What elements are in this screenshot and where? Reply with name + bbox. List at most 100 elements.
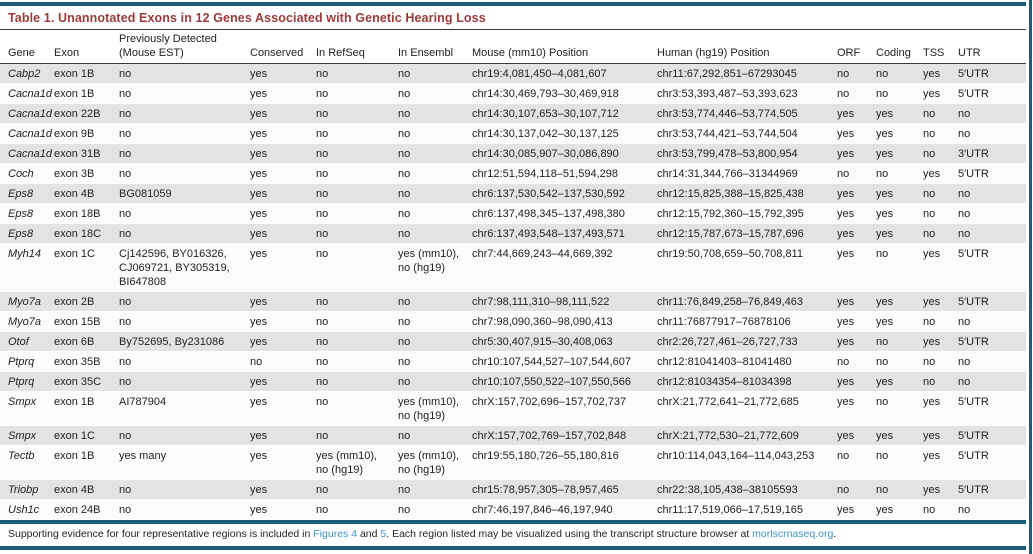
cell-exon: exon 6B (54, 332, 119, 352)
cell-ensembl: yes (mm10), no (hg19) (398, 392, 472, 426)
table-row: Coch exon 3B no yes no no chr12:51,594,118–51,… (0, 164, 1026, 184)
footnote-text-pre: Supporting evidence for four representat… (8, 528, 314, 540)
cell-orf: yes (837, 500, 876, 520)
cell-est: no (119, 64, 250, 84)
cell-gene: Tectb (0, 446, 54, 480)
cell-coding: no (876, 164, 923, 184)
cell-gene: Eps8 (0, 204, 54, 224)
cell-exon: exon 1B (54, 84, 119, 104)
cell-mouse: chr7:98,090,360–98,090,413 (472, 312, 657, 332)
cell-human: chr11:67,292,851–67293045 (657, 64, 837, 84)
cell-orf: yes (837, 204, 876, 224)
cell-gene: Myo7a (0, 292, 54, 312)
cell-human: chr12:15,787,673–15,787,696 (657, 224, 837, 244)
cell-mouse: chr7:44,669,243–44,669,392 (472, 244, 657, 292)
cell-utr: no (958, 104, 1026, 124)
cell-utr: no (958, 204, 1026, 224)
cell-coding: yes (876, 224, 923, 244)
cell-exon: exon 3B (54, 164, 119, 184)
exon-table: Gene Exon Previously Detected (Mouse EST) C… (0, 30, 1026, 520)
cell-ensembl: no (398, 292, 472, 312)
cell-ensembl: no (398, 480, 472, 500)
cell-gene: Triobp (0, 480, 54, 500)
table-row: Ptprq exon 35C no yes no no chr10:107,550,522–… (0, 372, 1026, 392)
cell-est: no (119, 372, 250, 392)
cell-conserved: yes (250, 292, 316, 312)
cell-human: chrX:21,772,530–21,772,609 (657, 426, 837, 446)
figure-5-link[interactable]: 5 (380, 528, 387, 540)
cell-utr: no (958, 224, 1026, 244)
cell-coding: yes (876, 500, 923, 520)
cell-coding: no (876, 64, 923, 84)
cell-exon: exon 4B (54, 184, 119, 204)
cell-gene: Ush1c (0, 500, 54, 520)
cell-exon: exon 15B (54, 312, 119, 332)
cell-exon: exon 1B (54, 392, 119, 426)
cell-est: BG081059 (119, 184, 250, 204)
cell-human: chr12:15,825,388–15,825,438 (657, 184, 837, 204)
cell-orf: no (837, 446, 876, 480)
cell-ensembl: no (398, 204, 472, 224)
cell-utr: 5′UTR (958, 292, 1026, 312)
cell-tss: no (923, 224, 958, 244)
cell-orf: yes (837, 124, 876, 144)
cell-est: no (119, 500, 250, 520)
cell-mouse: chr7:46,197,846–46,197,940 (472, 500, 657, 520)
cell-tss: yes (923, 64, 958, 84)
cell-est: yes many (119, 446, 250, 480)
cell-utr: no (958, 352, 1026, 372)
cell-exon: exon 1B (54, 64, 119, 84)
cell-ensembl: no (398, 84, 472, 104)
cell-utr: 5′UTR (958, 332, 1026, 352)
cell-orf: yes (837, 144, 876, 164)
cell-mouse: chr14:30,085,907–30,086,890 (472, 144, 657, 164)
cell-tss: no (923, 184, 958, 204)
cell-refseq: no (316, 500, 398, 520)
table-row: Ush1c exon 24B no yes no no chr7:46,197,846–46… (0, 500, 1026, 520)
cell-conserved: yes (250, 64, 316, 84)
cell-est: no (119, 352, 250, 372)
cell-exon: exon 2B (54, 292, 119, 312)
cell-ensembl: no (398, 352, 472, 372)
table-row: Eps8 exon 4B BG081059 yes no no chr6:137,530,5… (0, 184, 1026, 204)
cell-orf: no (837, 64, 876, 84)
cell-tss: yes (923, 480, 958, 500)
cell-tss: yes (923, 332, 958, 352)
table-row: Cacna1d exon 9B no yes no no chr14:30,137,042–… (0, 124, 1026, 144)
cell-human: chr11:76877917–76878106 (657, 312, 837, 332)
column-header-exon: Exon (54, 30, 119, 64)
cell-conserved: yes (250, 480, 316, 500)
morlscrnaseq-link[interactable]: morlscrnaseq.org (752, 528, 834, 540)
cell-est: no (119, 426, 250, 446)
cell-utr: 5′UTR (958, 480, 1026, 500)
cell-tss: no (923, 372, 958, 392)
cell-refseq: no (316, 332, 398, 352)
cell-conserved: yes (250, 312, 316, 332)
cell-exon: exon 24B (54, 500, 119, 520)
cell-coding: no (876, 480, 923, 500)
cell-human: chr11:76,849,258–76,849,463 (657, 292, 837, 312)
cell-mouse: chr14:30,137,042–30,137,125 (472, 124, 657, 144)
column-header-refseq: In RefSeq (316, 30, 398, 64)
cell-est: no (119, 84, 250, 104)
cell-est: no (119, 164, 250, 184)
cell-tss: no (923, 312, 958, 332)
figures-4-link[interactable]: Figures 4 (313, 528, 358, 540)
column-header-gene: Gene (0, 30, 54, 64)
cell-coding: no (876, 392, 923, 426)
cell-orf: no (837, 164, 876, 184)
table-row: Myo7a exon 15B no yes no no chr7:98,090,360–98… (0, 312, 1026, 332)
cell-orf: yes (837, 224, 876, 244)
cell-coding: no (876, 352, 923, 372)
cell-est: no (119, 480, 250, 500)
cell-utr: 5′UTR (958, 64, 1026, 84)
cell-est: AI787904 (119, 392, 250, 426)
cell-tss: no (923, 352, 958, 372)
cell-gene: Cacna1d (0, 124, 54, 144)
table-row: Cacna1d exon 1B no yes no no chr14:30,469,793–… (0, 84, 1026, 104)
cell-gene: Myo7a (0, 312, 54, 332)
cell-gene: Cacna1d (0, 84, 54, 104)
table-row: Otof exon 6B By752695, By231086 yes no no chr5… (0, 332, 1026, 352)
cell-ensembl: no (398, 500, 472, 520)
cell-tss: yes (923, 292, 958, 312)
